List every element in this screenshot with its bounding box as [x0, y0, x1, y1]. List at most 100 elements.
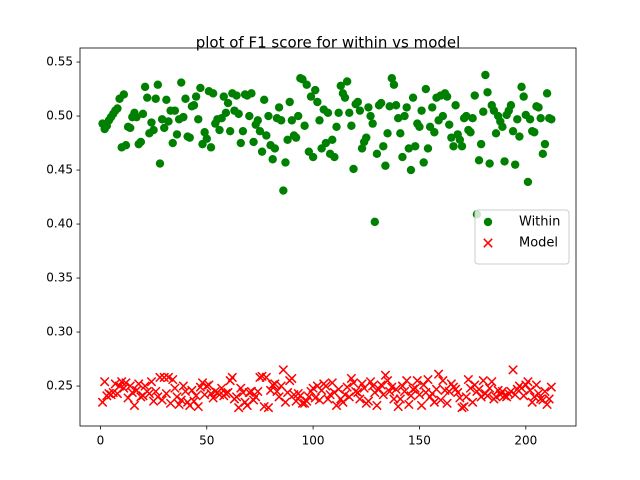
point	[515, 132, 524, 141]
point	[272, 386, 282, 397]
point	[191, 391, 201, 401]
point	[287, 116, 297, 125]
point	[525, 115, 535, 124]
point	[330, 152, 339, 162]
point	[168, 138, 177, 148]
point	[185, 133, 194, 142]
point	[442, 92, 452, 101]
point	[144, 388, 155, 399]
point	[332, 122, 341, 132]
point	[447, 133, 456, 142]
point	[362, 133, 371, 142]
point	[435, 395, 446, 405]
point	[508, 126, 518, 136]
point	[328, 135, 337, 144]
point	[430, 128, 439, 137]
point	[331, 400, 342, 411]
point	[194, 115, 203, 124]
point	[451, 101, 460, 110]
point	[396, 129, 405, 138]
point	[372, 149, 382, 159]
point	[278, 365, 289, 375]
point	[215, 125, 224, 135]
point	[263, 402, 274, 413]
point	[428, 103, 437, 112]
point	[159, 372, 169, 383]
point	[202, 134, 211, 143]
point	[125, 381, 135, 391]
point	[391, 384, 401, 395]
point	[321, 138, 331, 148]
point	[285, 97, 294, 107]
point	[253, 116, 263, 125]
point	[253, 386, 263, 397]
point	[399, 386, 410, 397]
point	[385, 102, 394, 111]
point	[264, 111, 273, 121]
point	[398, 152, 407, 162]
point	[291, 396, 301, 406]
point	[474, 156, 484, 165]
point	[334, 108, 343, 118]
point	[438, 111, 448, 121]
point	[536, 114, 545, 123]
point	[474, 384, 484, 395]
point	[364, 103, 373, 112]
point	[245, 111, 254, 121]
point	[187, 385, 197, 396]
point	[206, 143, 216, 152]
point	[517, 82, 526, 92]
point	[438, 375, 448, 386]
point	[534, 103, 543, 112]
point	[216, 383, 227, 393]
point	[323, 108, 333, 118]
point	[404, 399, 414, 410]
point	[157, 115, 167, 124]
point	[485, 159, 494, 168]
point	[340, 93, 350, 102]
point	[531, 380, 542, 390]
point	[533, 388, 544, 399]
point	[379, 142, 388, 151]
point	[423, 374, 433, 385]
point	[378, 389, 389, 400]
series	[97, 365, 557, 413]
point	[506, 101, 516, 110]
point	[542, 89, 552, 98]
x-tick-label: 200	[514, 434, 537, 448]
point	[250, 392, 261, 402]
point	[311, 85, 320, 95]
point	[368, 119, 377, 128]
point	[234, 109, 243, 119]
point	[208, 89, 218, 98]
point	[372, 400, 382, 411]
point	[138, 109, 148, 119]
point	[270, 379, 280, 389]
point	[508, 365, 518, 375]
point	[478, 375, 488, 386]
point	[221, 108, 231, 118]
point	[99, 376, 110, 387]
point	[467, 397, 478, 407]
point	[193, 401, 203, 412]
point	[479, 107, 488, 116]
point	[419, 158, 428, 167]
point	[466, 128, 475, 137]
point	[416, 400, 427, 411]
point	[370, 217, 379, 227]
point	[227, 372, 238, 383]
point	[262, 131, 271, 140]
point	[546, 382, 557, 392]
point	[449, 142, 458, 151]
point	[376, 380, 386, 390]
point	[196, 83, 205, 93]
point	[274, 103, 284, 112]
point	[401, 375, 412, 386]
point	[176, 395, 186, 405]
point	[314, 395, 325, 405]
point	[155, 372, 165, 383]
point	[247, 89, 256, 98]
point	[421, 84, 431, 94]
point	[121, 141, 131, 150]
point	[162, 95, 171, 105]
